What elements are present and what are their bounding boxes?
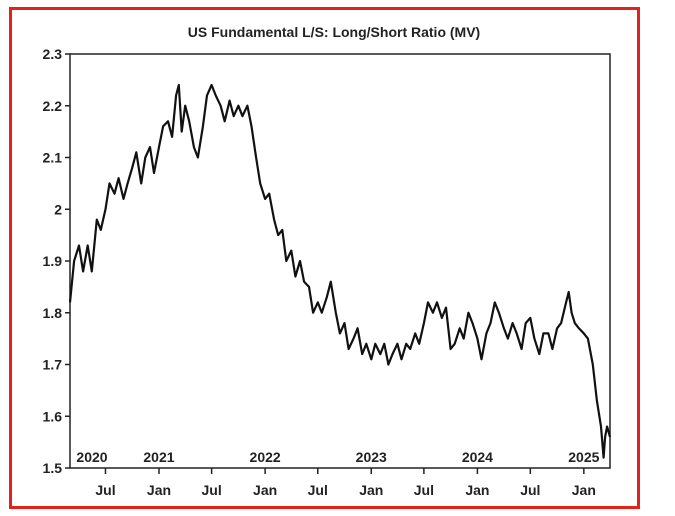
x-axis: Jul Jan Jul Jan Jul Jan Jul Jan Jul Jan 2020 2021 20…: [76, 449, 599, 498]
x-year-label: 2021: [143, 449, 174, 465]
x-year-label: 2020: [76, 449, 107, 465]
y-tick-label: 1.5: [43, 460, 63, 476]
y-tick-label: 1.6: [43, 408, 63, 424]
plot-area: 1.51.61.71.81.922.12.22.3 Jul Jan Jul Jan Ju…: [43, 46, 612, 498]
line-chart: US Fundamental L/S: Long/Short Ratio (MV…: [43, 24, 612, 498]
plot-frame: [69, 53, 611, 469]
y-tick-label: 2: [54, 201, 62, 217]
y-tick-label: 2.1: [43, 150, 63, 166]
x-year-label: 2022: [250, 449, 281, 465]
y-tick-label: 2.3: [43, 46, 63, 62]
y-tick-label: 2.2: [43, 98, 63, 114]
x-month-label: Jan: [572, 482, 596, 498]
x-month-label: Jan: [359, 482, 383, 498]
y-tick-label: 1.7: [43, 357, 63, 373]
x-month-label: Jan: [465, 482, 489, 498]
x-month-label: Jan: [147, 482, 171, 498]
x-month-label: Jul: [201, 482, 221, 498]
y-tick-label: 1.9: [43, 253, 63, 269]
chart-title: US Fundamental L/S: Long/Short Ratio (MV…: [188, 24, 480, 40]
x-year-label: 2025: [568, 449, 599, 465]
x-year-label: 2024: [462, 449, 493, 465]
x-month-label: Jul: [414, 482, 434, 498]
x-month-label: Jul: [308, 482, 328, 498]
x-month-label: Jan: [253, 482, 277, 498]
series-line: [68, 83, 612, 459]
y-tick-label: 1.8: [43, 305, 63, 321]
y-axis: 1.5 1.6 1.7 1.8 1.9 2 2.1 2.2 2.3: [43, 46, 70, 476]
x-month-label: Jul: [95, 482, 115, 498]
x-month-label: Jul: [520, 482, 540, 498]
x-year-label: 2023: [356, 449, 387, 465]
chart-frame: US Fundamental L/S: Long/Short Ratio (MV…: [9, 7, 640, 509]
